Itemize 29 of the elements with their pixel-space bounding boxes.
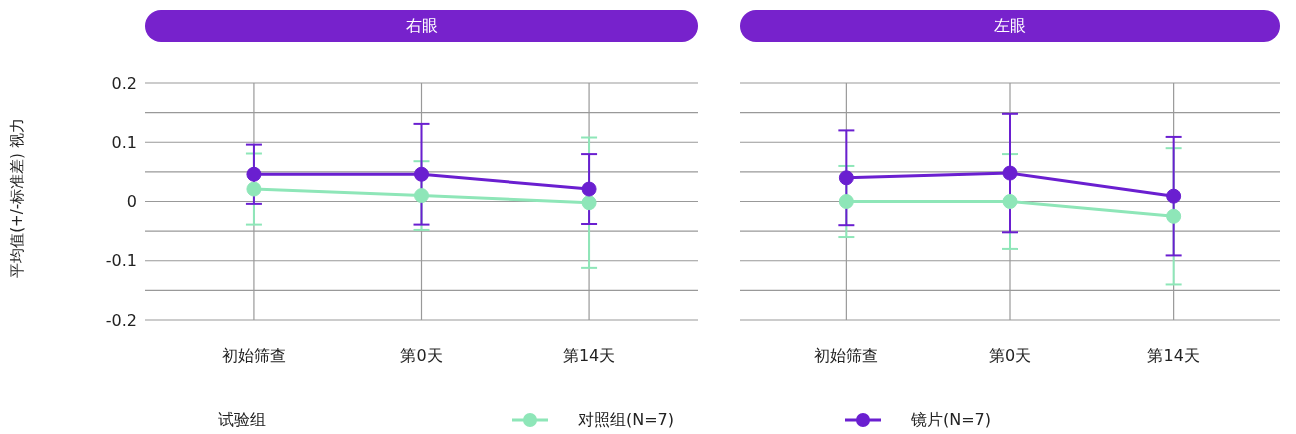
- legend-label: 对照组(N=7): [578, 409, 675, 431]
- point: [1002, 165, 1018, 181]
- point: [838, 194, 854, 209]
- legend-label: 镜片(N=7): [911, 409, 992, 431]
- point: [246, 166, 262, 182]
- x-tick-label: 第14天: [1147, 346, 1200, 366]
- point: [414, 188, 429, 204]
- x-tick-label: 第0天: [400, 346, 443, 366]
- point: [414, 166, 429, 182]
- chart-title: 左眼: [740, 10, 1280, 42]
- y-tick-label: 0: [126, 192, 137, 212]
- point: [581, 181, 597, 197]
- y-tick-label: 0.1: [111, 132, 137, 152]
- legend-title: 试验组: [218, 410, 266, 431]
- point: [1166, 188, 1182, 204]
- point: [581, 195, 597, 211]
- y-axis-title: 平均值(+/-标准差) 视力: [8, 117, 27, 280]
- point: [838, 170, 854, 186]
- y-tick-label: 0.2: [111, 73, 137, 93]
- point: [246, 181, 262, 197]
- y-tick-label: -0.2: [105, 310, 137, 330]
- x-tick-label: 初始筛查: [221, 346, 286, 366]
- x-tick-label: 第0天: [988, 346, 1032, 366]
- point: [1166, 208, 1182, 224]
- x-tick-label: 初始筛查: [814, 346, 879, 366]
- chart-title: 右眼: [145, 10, 698, 42]
- point: [1002, 194, 1018, 209]
- y-tick-label: -0.1: [105, 251, 137, 271]
- x-tick-label: 第14天: [562, 346, 616, 366]
